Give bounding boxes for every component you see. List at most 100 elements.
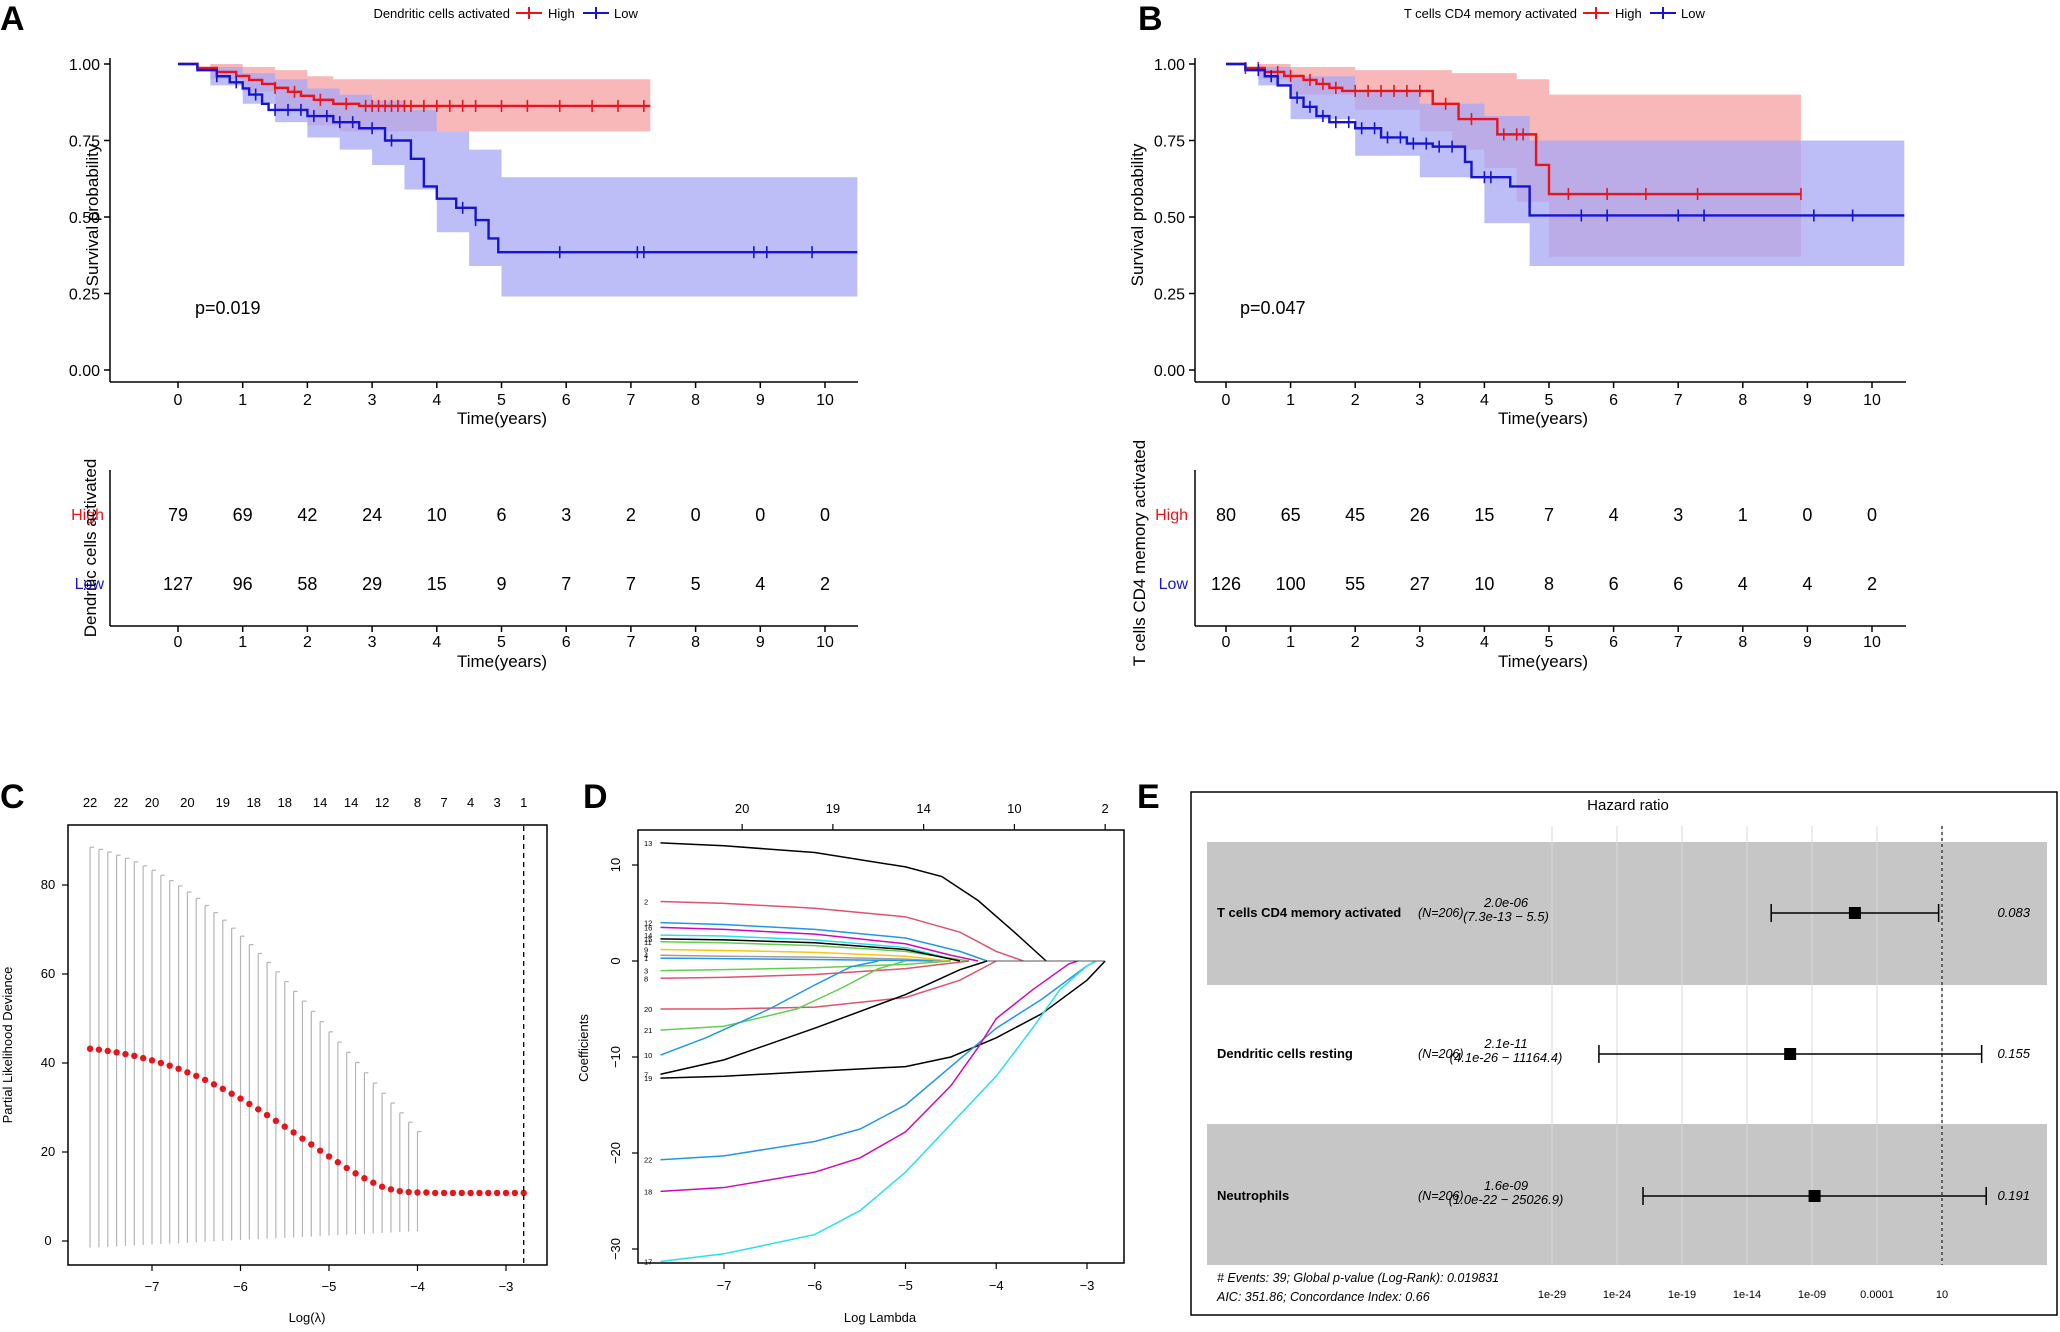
top-axis-label: 14 xyxy=(313,795,327,810)
panel-b-letter: B xyxy=(1138,0,1163,38)
top-axis-label: 1 xyxy=(520,795,527,810)
x-tick-label: 0.0001 xyxy=(1860,1289,1894,1301)
risk-x-tick-label: 3 xyxy=(1415,634,1424,651)
sample-size: (N=206) xyxy=(1418,1047,1464,1061)
risk-count-low: 8 xyxy=(1544,574,1554,594)
risk-x-tick-label: 6 xyxy=(562,634,571,651)
path-label: 3 xyxy=(644,967,648,976)
coefficient-path xyxy=(660,948,951,962)
km-plot-a: 0.00 0.25 0.50 0.75 1.00 0 1 2 3 4 5 6 7 8 9 10 xyxy=(69,57,858,409)
y-axis-label: Coefficients xyxy=(576,1014,591,1082)
risk-count-high: 3 xyxy=(561,505,571,525)
risk-count-low: 10 xyxy=(1474,574,1494,594)
risk-low-label: Low xyxy=(1159,576,1189,593)
deviance-point xyxy=(86,1045,94,1052)
risk-x-tick-label: 5 xyxy=(1545,634,1554,651)
risk-count-low: 4 xyxy=(755,574,765,594)
y-tick-label: 0.25 xyxy=(1154,287,1185,304)
deviance-point xyxy=(272,1117,280,1125)
path-label: 10 xyxy=(644,1051,652,1060)
risk-count-low: 96 xyxy=(233,574,253,594)
risk-x-tick-label: 1 xyxy=(238,634,247,651)
coefficient-path xyxy=(660,960,879,1056)
risk-count-low: 127 xyxy=(163,574,193,594)
x-tick-label: 5 xyxy=(497,392,506,409)
coefficient-path xyxy=(660,900,1024,962)
deviance-point xyxy=(184,1069,191,1076)
deviance-point xyxy=(193,1072,200,1080)
panel-b: B T cells CD4 memory activated High Low … xyxy=(1128,0,1906,671)
deviance-point xyxy=(219,1085,226,1093)
y-tick-label: 0.00 xyxy=(1154,363,1185,380)
x-tick-label: −3 xyxy=(1080,1278,1095,1293)
x-tick-label: 7 xyxy=(1674,392,1683,409)
risk-count-high: 79 xyxy=(168,505,188,525)
deviance-point xyxy=(166,1062,173,1069)
x-tick-label: 3 xyxy=(368,392,377,409)
deviance-point xyxy=(458,1189,465,1197)
hazard-ratio-marker xyxy=(1808,1190,1821,1202)
p-value: 0.155 xyxy=(1997,1046,2030,1061)
forest-title: Hazard ratio xyxy=(1587,797,1669,814)
risk-x-tick-label: 9 xyxy=(756,634,765,651)
y-tick-label: 0.75 xyxy=(1154,134,1185,151)
coefficient-path xyxy=(660,960,970,980)
risk-count-low: 29 xyxy=(362,574,382,594)
x-tick-label: 10 xyxy=(1936,1289,1948,1301)
risk-count-high: 45 xyxy=(1345,505,1365,525)
risk-x-tick-label: 5 xyxy=(497,634,506,651)
risk-count-low: 6 xyxy=(1673,574,1683,594)
risk-count-low: 5 xyxy=(691,574,701,594)
hazard-ratio-marker xyxy=(1784,1048,1797,1060)
risk-x-tick-label: 2 xyxy=(303,634,312,651)
x-tick-label: 1e-09 xyxy=(1798,1289,1826,1301)
top-axis-label: 22 xyxy=(114,795,128,810)
coefficient-path xyxy=(660,960,1097,1263)
risk-count-high: 0 xyxy=(1867,505,1877,525)
row-shade xyxy=(1207,1124,2047,1265)
deviance-point xyxy=(122,1050,129,1058)
risk-count-low: 15 xyxy=(427,574,447,594)
risk-count-low: 9 xyxy=(496,574,506,594)
deviance-point xyxy=(228,1090,235,1097)
deviance-point xyxy=(511,1189,519,1197)
risk-table-b: 8012606510014555226273151047854663671480… xyxy=(1211,505,1881,651)
deviance-point xyxy=(316,1147,324,1154)
coefficient-path xyxy=(660,960,997,1010)
deviance-point xyxy=(95,1046,103,1053)
top-axis-label: 20 xyxy=(180,795,194,810)
top-axis-label: 10 xyxy=(1007,801,1021,816)
coefficient-path xyxy=(660,960,1097,1161)
y-axis-label: Partial Likelihood Deviance xyxy=(0,967,15,1124)
path-label: 11 xyxy=(644,938,652,947)
deviance-point xyxy=(246,1100,253,1108)
path-label: 12 xyxy=(644,919,652,928)
hazard-ratio-marker xyxy=(1848,907,1861,919)
y-tick-label: 0 xyxy=(608,957,623,964)
confidence-interval: (4.1e-26 − 11164.4) xyxy=(1450,1050,1563,1065)
deviance-point xyxy=(343,1164,350,1172)
deviance-point xyxy=(263,1111,271,1119)
top-axis-label: 18 xyxy=(247,795,261,810)
deviance-point xyxy=(405,1188,412,1196)
deviance-point xyxy=(449,1189,457,1197)
x-tick-label: 7 xyxy=(626,392,635,409)
top-axis-label: 14 xyxy=(916,801,930,816)
risk-x-tick-label: 1 xyxy=(1286,634,1295,651)
risk-count-low: 4 xyxy=(1802,574,1812,594)
risk-count-high: 42 xyxy=(297,505,317,525)
risk-count-high: 6 xyxy=(496,505,506,525)
deviance-point xyxy=(139,1054,147,1062)
top-axis-label: 22 xyxy=(83,795,97,810)
y-tick-label: 1.00 xyxy=(69,57,100,74)
sample-size: (N=206) xyxy=(1418,906,1464,920)
y-tick-label: 60 xyxy=(41,966,55,981)
top-axis-label: 18 xyxy=(278,795,292,810)
risk-x-tick-label: 6 xyxy=(1609,634,1618,651)
x-axis-label: Time(years) xyxy=(1498,409,1588,428)
x-tick-label: 9 xyxy=(1803,392,1812,409)
risk-x-tick-label: 0 xyxy=(174,634,183,651)
risk-x-tick-label: 9 xyxy=(1803,634,1812,651)
coefficient-path xyxy=(660,921,988,962)
